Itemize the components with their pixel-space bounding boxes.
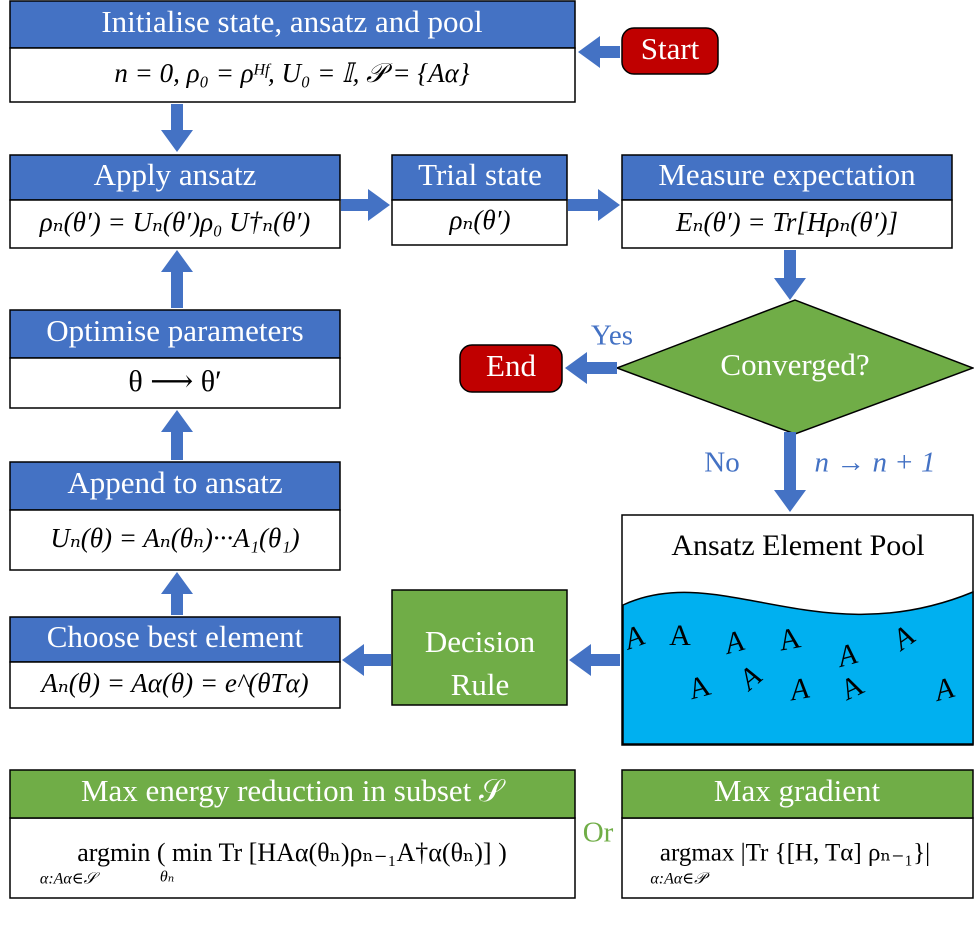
gradient-body-text: argmax |Tr {[H, Tα] ρₙ₋₁}| xyxy=(660,840,930,867)
append-body xyxy=(9,509,341,571)
optimise-title: Optimise parameters xyxy=(46,313,303,348)
or-label: Or xyxy=(583,817,614,849)
pool-title: Ansatz Element Pool xyxy=(671,529,924,562)
choose-body-text: Aₙ(θ) = Aα(θ) = e^(θTα) xyxy=(39,668,308,698)
apply-body xyxy=(9,199,341,249)
arrow xyxy=(341,189,390,221)
append-body-text: Uₙ(θ) = Aₙ(θₙ)···A₁(θ₁) xyxy=(50,523,299,553)
choose-title: Choose best element xyxy=(47,619,304,654)
choose-body xyxy=(9,661,341,709)
energy-header xyxy=(9,769,576,819)
energy-body-text: argmin ( min Tr [HAα(θₙ)ρₙ₋₁A†α(θₙ)] ) xyxy=(77,838,507,867)
energy-title: Max energy reduction in subset 𝒮 xyxy=(81,773,506,808)
end-node xyxy=(459,344,563,393)
arrow xyxy=(342,644,391,676)
trial-body-text: ρₙ(θ′) xyxy=(448,205,510,235)
arrow xyxy=(578,36,620,68)
optimise-body xyxy=(9,357,341,409)
arrow xyxy=(161,104,193,152)
init-header xyxy=(9,0,576,49)
headers xyxy=(9,0,953,663)
start-node xyxy=(621,27,719,75)
init-body xyxy=(9,47,576,103)
init-body-text: n = 0, ρ₀ = ρᴴᶠ, U₀ = 𝕀, 𝒫 = {Aα} xyxy=(114,58,469,88)
trial-header xyxy=(391,154,568,201)
energy-body xyxy=(9,817,576,899)
apply-title: Apply ansatz xyxy=(94,157,257,192)
decision-line2: Rule xyxy=(451,667,510,702)
arrow xyxy=(565,352,617,384)
increment-label: n → n + 1 xyxy=(814,447,935,479)
optimise-body-text: θ ⟶ θ′ xyxy=(128,365,221,398)
arrow xyxy=(161,572,193,615)
trial-body xyxy=(391,199,568,246)
gradient-header xyxy=(621,769,974,819)
yes-label: Yes xyxy=(591,320,633,352)
pool-water xyxy=(622,590,974,745)
start-label: Start xyxy=(641,31,700,66)
measure-header xyxy=(621,154,953,201)
arrow xyxy=(161,410,193,460)
append-header xyxy=(9,461,341,511)
energy-sub: α:Aα∈𝒮 xyxy=(40,871,101,888)
arrow xyxy=(568,189,620,221)
end-label: End xyxy=(486,348,536,383)
converged-label: Converged? xyxy=(720,347,869,382)
gradient-body xyxy=(621,817,974,899)
arrow xyxy=(774,250,806,300)
apply-header xyxy=(9,154,341,201)
trial-title: Trial state xyxy=(418,157,542,192)
measure-body xyxy=(621,199,953,249)
no-label: No xyxy=(704,447,739,479)
arrow xyxy=(569,644,620,676)
append-title: Append to ansatz xyxy=(67,465,282,500)
init-title: Initialise state, ansatz and pool xyxy=(101,4,482,39)
arrows xyxy=(161,36,806,676)
gradient-sub: α:Aα∈𝒫 xyxy=(650,871,710,888)
decision-box xyxy=(391,589,568,706)
measure-title: Measure expectation xyxy=(658,157,916,192)
decision-line1: Decision xyxy=(425,624,536,659)
gradient-title: Max gradient xyxy=(714,773,881,808)
arrow xyxy=(774,432,806,512)
converged-diamond xyxy=(614,299,974,435)
pool-letter: A xyxy=(669,619,691,652)
energy-sub2: θₙ xyxy=(160,869,174,886)
measure-body-text: Eₙ(θ′) = Tr[Hρₙ(θ′)] xyxy=(675,207,898,237)
arrow xyxy=(161,250,193,308)
apply-body-text: ρₙ(θ′) = Uₙ(θ′)ρ₀ U†ₙ(θ′) xyxy=(39,207,311,237)
